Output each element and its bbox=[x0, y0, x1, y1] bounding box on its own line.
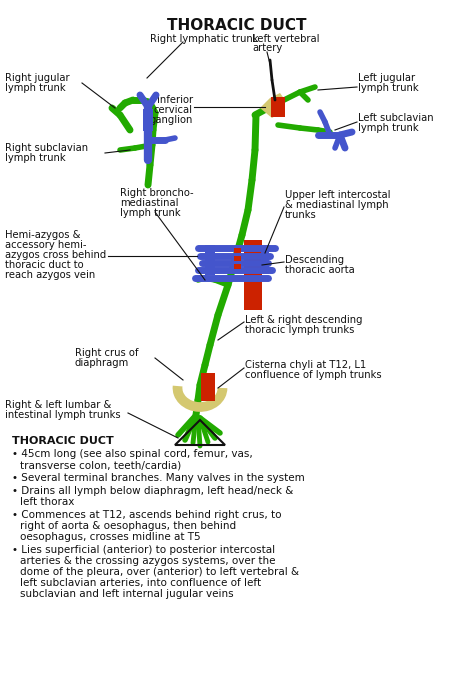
Text: Left subclavian: Left subclavian bbox=[358, 113, 434, 123]
Bar bbox=[271, 97, 285, 117]
Bar bbox=[205, 245, 215, 275]
Text: lymph trunk: lymph trunk bbox=[358, 83, 419, 93]
Text: thoracic aorta: thoracic aorta bbox=[285, 265, 355, 275]
Text: THORACIC DUCT: THORACIC DUCT bbox=[167, 18, 307, 33]
Text: Hemi-azygos &: Hemi-azygos & bbox=[5, 230, 81, 240]
Bar bbox=[261, 246, 269, 274]
Bar bbox=[235, 263, 241, 268]
Text: dome of the pleura, over (anterior) to left vertebral &: dome of the pleura, over (anterior) to l… bbox=[20, 567, 299, 577]
Text: • Lies superficial (anterior) to posterior intercostal: • Lies superficial (anterior) to posteri… bbox=[12, 545, 275, 555]
Text: right of aorta & oesophagus, then behind: right of aorta & oesophagus, then behind bbox=[20, 521, 236, 531]
Bar bbox=[143, 109, 153, 131]
Text: Left & right descending: Left & right descending bbox=[245, 315, 363, 325]
Text: • 45cm long (see also spinal cord, femur, vas,: • 45cm long (see also spinal cord, femur… bbox=[12, 449, 253, 459]
Text: THORACIC DUCT: THORACIC DUCT bbox=[12, 436, 114, 446]
Bar bbox=[235, 255, 241, 261]
Text: reach azygos vein: reach azygos vein bbox=[5, 270, 95, 280]
Text: thoracic duct to: thoracic duct to bbox=[5, 260, 83, 270]
Text: left subclavian arteries, into confluence of left: left subclavian arteries, into confluenc… bbox=[20, 578, 261, 588]
Text: Right lymphatic trunk: Right lymphatic trunk bbox=[150, 34, 258, 44]
Text: Right jugular: Right jugular bbox=[5, 73, 70, 83]
Text: azygos cross behind: azygos cross behind bbox=[5, 250, 106, 260]
Text: left thorax: left thorax bbox=[20, 497, 74, 507]
Text: Right crus of: Right crus of bbox=[75, 348, 138, 358]
Text: • Drains all lymph below diaphragm, left head/neck &: • Drains all lymph below diaphragm, left… bbox=[12, 486, 293, 496]
Bar bbox=[244, 240, 262, 310]
Text: lymph trunk: lymph trunk bbox=[5, 153, 65, 163]
Bar bbox=[201, 373, 215, 401]
Text: Inferior: Inferior bbox=[157, 95, 193, 105]
Text: transverse colon, teeth/cardia): transverse colon, teeth/cardia) bbox=[20, 460, 181, 470]
Text: Right subclavian: Right subclavian bbox=[5, 143, 88, 153]
Text: Upper left intercostal: Upper left intercostal bbox=[285, 190, 391, 200]
Text: lymph trunk: lymph trunk bbox=[120, 208, 181, 218]
Text: thoracic lymph trunks: thoracic lymph trunks bbox=[245, 325, 355, 335]
Text: intestinal lymph trunks: intestinal lymph trunks bbox=[5, 410, 120, 420]
Text: trunks: trunks bbox=[285, 210, 317, 220]
Text: oesophagus, crosses midline at T5: oesophagus, crosses midline at T5 bbox=[20, 532, 201, 542]
Text: artery: artery bbox=[252, 43, 282, 53]
Text: Descending: Descending bbox=[285, 255, 344, 265]
Text: arteries & the crossing azygos systems, over the: arteries & the crossing azygos systems, … bbox=[20, 556, 275, 566]
Text: diaphragm: diaphragm bbox=[75, 358, 129, 368]
Text: • Commences at T12, ascends behind right crus, to: • Commences at T12, ascends behind right… bbox=[12, 510, 282, 520]
Text: confluence of lymph trunks: confluence of lymph trunks bbox=[245, 370, 382, 380]
Text: Right broncho-: Right broncho- bbox=[120, 188, 193, 198]
Text: cervical: cervical bbox=[154, 105, 193, 115]
Text: lymph trunk: lymph trunk bbox=[358, 123, 419, 133]
Text: mediastinal: mediastinal bbox=[120, 198, 179, 208]
Text: lymph trunk: lymph trunk bbox=[5, 83, 65, 93]
Text: & mediastinal lymph: & mediastinal lymph bbox=[285, 200, 389, 210]
Text: Left jugular: Left jugular bbox=[358, 73, 415, 83]
Text: ganglion: ganglion bbox=[150, 115, 193, 125]
Bar bbox=[235, 248, 241, 253]
Text: subclavian and left internal jugular veins: subclavian and left internal jugular vei… bbox=[20, 589, 234, 599]
Text: • Several terminal branches. Many valves in the system: • Several terminal branches. Many valves… bbox=[12, 473, 305, 483]
Polygon shape bbox=[260, 93, 285, 118]
Text: Cisterna chyli at T12, L1: Cisterna chyli at T12, L1 bbox=[245, 360, 366, 370]
Text: Right & left lumbar &: Right & left lumbar & bbox=[5, 400, 111, 410]
Text: accessory hemi-: accessory hemi- bbox=[5, 240, 86, 250]
Text: Left vertebral: Left vertebral bbox=[252, 34, 319, 44]
